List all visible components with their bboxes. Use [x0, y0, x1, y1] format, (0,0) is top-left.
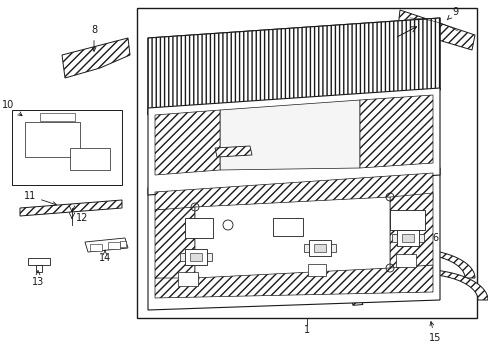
Polygon shape	[62, 38, 130, 78]
Bar	[184, 218, 213, 238]
Text: 1: 1	[304, 325, 309, 335]
Bar	[108, 242, 120, 249]
Polygon shape	[148, 168, 439, 310]
Text: 6: 6	[425, 233, 437, 243]
Polygon shape	[12, 110, 122, 185]
Text: 5: 5	[164, 252, 179, 262]
Text: 14: 14	[99, 250, 111, 263]
Bar	[272, 218, 303, 236]
Bar	[330, 244, 335, 252]
Bar	[90, 244, 102, 251]
Bar	[180, 253, 184, 261]
Bar	[184, 249, 206, 265]
Text: 3: 3	[413, 153, 432, 163]
Polygon shape	[397, 10, 474, 50]
Text: 4: 4	[403, 90, 427, 104]
Polygon shape	[215, 146, 251, 157]
Bar	[137, 8, 476, 318]
Text: 9: 9	[446, 7, 457, 20]
Polygon shape	[20, 200, 122, 216]
Polygon shape	[389, 193, 432, 268]
Bar	[396, 230, 418, 246]
Polygon shape	[85, 238, 128, 252]
Bar	[304, 244, 308, 252]
Polygon shape	[36, 265, 42, 272]
Text: 13: 13	[32, 271, 44, 287]
Bar	[120, 241, 126, 247]
Bar	[418, 234, 423, 242]
Polygon shape	[359, 95, 432, 168]
Bar	[395, 254, 415, 267]
Polygon shape	[28, 258, 50, 265]
Polygon shape	[155, 265, 432, 298]
Polygon shape	[220, 100, 359, 170]
Bar	[190, 253, 202, 261]
Bar	[178, 272, 198, 286]
Polygon shape	[155, 110, 220, 175]
Polygon shape	[351, 269, 487, 305]
Polygon shape	[155, 173, 432, 210]
Bar	[307, 264, 325, 276]
Polygon shape	[155, 207, 195, 278]
Text: 11: 11	[24, 191, 56, 206]
Bar	[206, 253, 212, 261]
Polygon shape	[148, 18, 439, 115]
Text: 7: 7	[293, 243, 306, 253]
Bar	[308, 240, 330, 256]
Polygon shape	[148, 18, 439, 115]
Text: 2: 2	[188, 143, 211, 153]
Polygon shape	[148, 88, 439, 195]
Text: 16: 16	[388, 260, 411, 271]
Bar	[313, 244, 325, 252]
Bar	[389, 210, 424, 230]
Bar	[401, 234, 413, 242]
Bar	[25, 122, 80, 157]
Text: 12: 12	[76, 213, 88, 223]
Text: 8: 8	[91, 25, 97, 51]
Bar	[391, 234, 396, 242]
Text: 15: 15	[428, 321, 440, 343]
Text: 10: 10	[2, 100, 22, 116]
Bar	[70, 148, 110, 170]
Polygon shape	[195, 197, 389, 278]
Bar	[40, 113, 75, 121]
Polygon shape	[345, 249, 474, 283]
